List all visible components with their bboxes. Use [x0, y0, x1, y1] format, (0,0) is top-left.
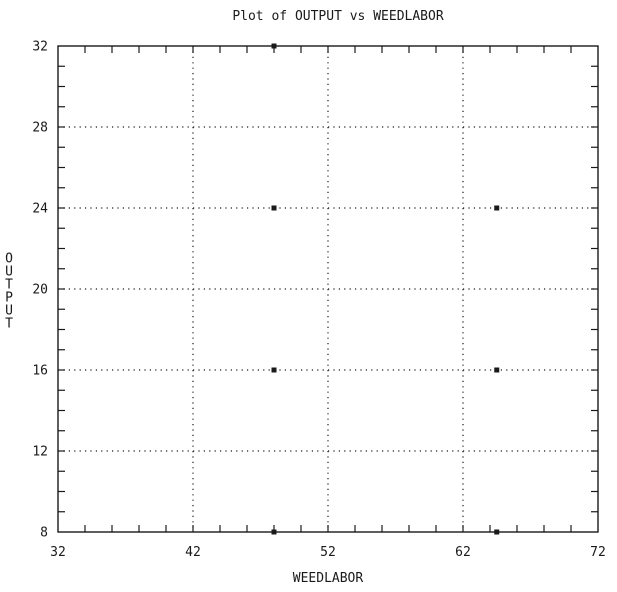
- grid-layer: [58, 46, 598, 532]
- data-point: [271, 43, 277, 49]
- x-tick-label: 72: [590, 545, 606, 560]
- tick-layer: [58, 46, 598, 532]
- x-tick-label: 32: [50, 545, 66, 560]
- y-axis-label: OUTPUT: [5, 252, 13, 332]
- y-axis-label-letter: P: [5, 291, 13, 306]
- y-tick-label: 20: [32, 283, 48, 298]
- x-tick-label: 42: [185, 545, 201, 560]
- data-point: [271, 205, 277, 211]
- y-tick-label: 24: [32, 202, 48, 217]
- points-layer: [271, 43, 500, 535]
- y-axis-label-letter: O: [5, 252, 13, 267]
- chart-title: Plot of OUTPUT vs WEEDLABOR: [232, 9, 443, 24]
- y-tick-label: 16: [32, 364, 48, 379]
- y-axis-label-letter: T: [5, 317, 13, 332]
- y-tick-label: 12: [32, 445, 48, 460]
- x-tick-label: 62: [455, 545, 471, 560]
- data-point: [494, 367, 500, 373]
- data-point: [271, 367, 277, 373]
- y-axis-label-letter: U: [5, 304, 13, 319]
- y-tick-label: 28: [32, 121, 48, 136]
- y-tick-label: 8: [40, 526, 48, 541]
- x-axis-label: WEEDLABOR: [293, 571, 364, 586]
- y-axis-label-letter: U: [5, 265, 13, 280]
- data-point: [494, 529, 500, 535]
- x-tick-label: 52: [320, 545, 336, 560]
- data-point: [271, 529, 277, 535]
- data-point: [494, 205, 500, 211]
- y-axis-label-letter: T: [5, 278, 13, 293]
- label-layer: 32 42 52 62 72 8 12 16 20 24 28 32: [32, 40, 605, 561]
- y-tick-label: 32: [32, 40, 48, 55]
